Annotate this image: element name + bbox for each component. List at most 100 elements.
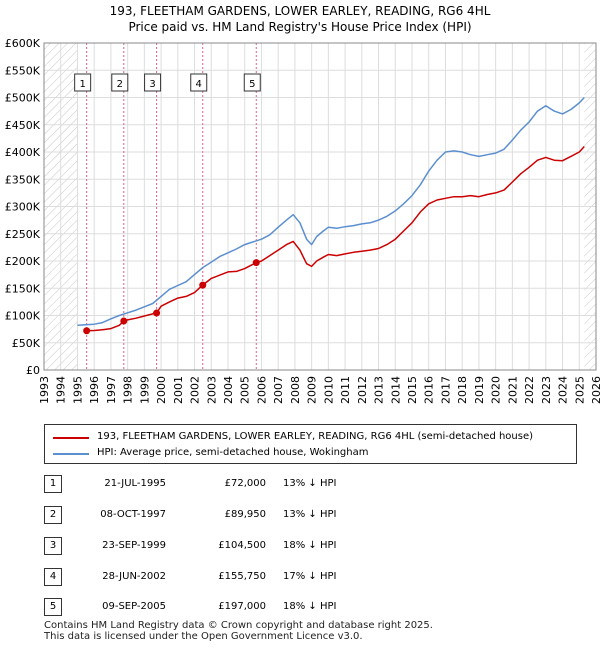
x-tick-label: 1997 bbox=[105, 376, 118, 404]
x-tick-label: 2020 bbox=[490, 376, 503, 404]
price-chart: 1 2 3 4 5 £0 £50K £100K £150K £200K £250K £300K £35… bbox=[5, 37, 600, 404]
y-tick-label: £200K bbox=[5, 255, 41, 268]
x-tick-label: 2022 bbox=[523, 376, 536, 404]
row-price: £155,750 bbox=[218, 571, 266, 582]
row-price: £197,000 bbox=[218, 601, 266, 612]
legend-hpi-label: HPI: Average price, semi-detached house,… bbox=[97, 447, 369, 458]
row-hpi: 17% ↓ HPI bbox=[283, 571, 337, 582]
property-price-line bbox=[86, 145, 585, 332]
x-tick-label: 2010 bbox=[322, 376, 335, 404]
sale-point bbox=[153, 309, 161, 317]
x-tick-label: 2012 bbox=[356, 376, 369, 404]
x-tick-label: 2019 bbox=[473, 376, 486, 404]
x-tick-label: 2008 bbox=[289, 376, 302, 404]
y-tick-label: £50K bbox=[12, 337, 41, 350]
footer-licence: This data is licensed under the Open Gov… bbox=[44, 631, 363, 642]
x-tick-label: 1999 bbox=[138, 376, 151, 404]
x-tick-label: 1996 bbox=[88, 376, 101, 404]
x-tick-label: 2006 bbox=[255, 376, 268, 404]
sale-label: 4 bbox=[196, 79, 202, 90]
sale-label-box bbox=[190, 73, 208, 92]
sale-label-box bbox=[111, 73, 129, 92]
x-tick-label: 2015 bbox=[406, 376, 419, 404]
x-tick-label: 2021 bbox=[506, 376, 519, 404]
sale-label-box bbox=[74, 73, 92, 92]
row-date: 23-SEP-1999 bbox=[102, 540, 166, 551]
x-tick-label: 2000 bbox=[155, 376, 168, 404]
y-tick-label: £350K bbox=[5, 173, 41, 186]
x-tick-label: 2003 bbox=[205, 376, 218, 404]
row-date: 09-SEP-2005 bbox=[102, 601, 166, 612]
sale-label: 5 bbox=[249, 79, 255, 90]
row-hpi: 13% ↓ HPI bbox=[283, 478, 337, 489]
plot-frame bbox=[43, 42, 597, 371]
legend: 193, FLEETHAM GARDENS, LOWER EARLEY, REA… bbox=[44, 424, 577, 464]
x-tick-label: 2009 bbox=[306, 376, 319, 404]
y-tick-label: £500K bbox=[5, 92, 41, 105]
x-tick-label: 1993 bbox=[38, 376, 51, 404]
sale-point bbox=[120, 317, 128, 325]
y-tick-label: £600K bbox=[5, 37, 41, 50]
footer-copyright: Contains HM Land Registry data © Crown c… bbox=[44, 620, 433, 631]
x-tick-label: 2025 bbox=[573, 376, 586, 404]
y-tick-label: £150K bbox=[5, 282, 41, 295]
sale-label-box bbox=[243, 73, 261, 92]
x-tick-label: 1998 bbox=[122, 376, 135, 404]
x-tick-label: 2026 bbox=[590, 376, 600, 404]
sale-label: 2 bbox=[117, 79, 123, 90]
x-tick-label: 2001 bbox=[172, 376, 185, 404]
sale-point bbox=[83, 327, 91, 335]
x-tick-label: 2004 bbox=[222, 376, 235, 404]
legend-hpi-swatch bbox=[53, 453, 89, 455]
x-tick-label: 2007 bbox=[272, 376, 285, 404]
sale-label-box bbox=[144, 73, 162, 92]
chart-title: 193, FLEETHAM GARDENS, LOWER EARLEY, REA… bbox=[109, 4, 491, 18]
y-tick-label: £400K bbox=[5, 146, 41, 159]
x-tick-label: 1995 bbox=[71, 376, 84, 404]
table-row: 4 28-JUN-2002 £155,750 17% ↓ HPI bbox=[0, 568, 600, 590]
x-tick-label: 1994 bbox=[55, 376, 68, 404]
x-tick-label: 2018 bbox=[456, 376, 469, 404]
y-tick-label: £0 bbox=[26, 364, 40, 377]
legend-property-swatch bbox=[53, 437, 89, 439]
y-tick-label: £300K bbox=[5, 201, 41, 214]
x-tick-label: 2024 bbox=[557, 376, 570, 404]
table-row: 5 09-SEP-2005 £197,000 18% ↓ HPI bbox=[0, 598, 600, 620]
row-date: 28-JUN-2002 bbox=[102, 571, 166, 582]
table-row: 2 08-OCT-1997 £89,950 13% ↓ HPI bbox=[0, 506, 600, 528]
y-tick-label: £100K bbox=[5, 310, 41, 323]
row-price: £89,950 bbox=[224, 509, 266, 520]
row-number: 3 bbox=[44, 537, 62, 555]
x-tick-label: 2011 bbox=[339, 376, 352, 404]
hpi-line bbox=[77, 96, 585, 327]
row-date: 21-JUL-1995 bbox=[104, 478, 166, 489]
x-tick-label: 2023 bbox=[540, 376, 553, 404]
sale-label: 1 bbox=[79, 79, 85, 90]
x-tick-label: 2002 bbox=[189, 376, 202, 404]
y-tick-label: £550K bbox=[5, 64, 41, 77]
chart-subtitle: Price paid vs. HM Land Registry's House … bbox=[128, 20, 472, 34]
row-hpi: 18% ↓ HPI bbox=[283, 540, 337, 551]
sale-point bbox=[199, 281, 207, 289]
x-tick-label: 2014 bbox=[389, 376, 402, 404]
row-number: 1 bbox=[44, 475, 62, 493]
row-price: £72,000 bbox=[224, 478, 266, 489]
row-number: 2 bbox=[44, 506, 62, 524]
y-tick-label: £250K bbox=[5, 228, 41, 241]
sale-point bbox=[252, 259, 260, 267]
row-number: 4 bbox=[44, 568, 62, 586]
y-tick-label: £450K bbox=[5, 119, 41, 132]
row-price: £104,500 bbox=[218, 540, 266, 551]
x-tick-label: 2013 bbox=[373, 376, 386, 404]
x-tick-label: 2017 bbox=[439, 376, 452, 404]
legend-property-label: 193, FLEETHAM GARDENS, LOWER EARLEY, REA… bbox=[97, 431, 534, 442]
row-date: 08-OCT-1997 bbox=[100, 509, 166, 520]
row-hpi: 18% ↓ HPI bbox=[283, 601, 337, 612]
table-row: 3 23-SEP-1999 £104,500 18% ↓ HPI bbox=[0, 537, 600, 559]
table-row: 1 21-JUL-1995 £72,000 13% ↓ HPI bbox=[0, 475, 600, 497]
x-tick-label: 2005 bbox=[239, 376, 252, 404]
row-number: 5 bbox=[44, 598, 62, 616]
sale-label: 3 bbox=[149, 79, 155, 90]
x-tick-label: 2016 bbox=[423, 376, 436, 404]
row-hpi: 13% ↓ HPI bbox=[283, 509, 337, 520]
